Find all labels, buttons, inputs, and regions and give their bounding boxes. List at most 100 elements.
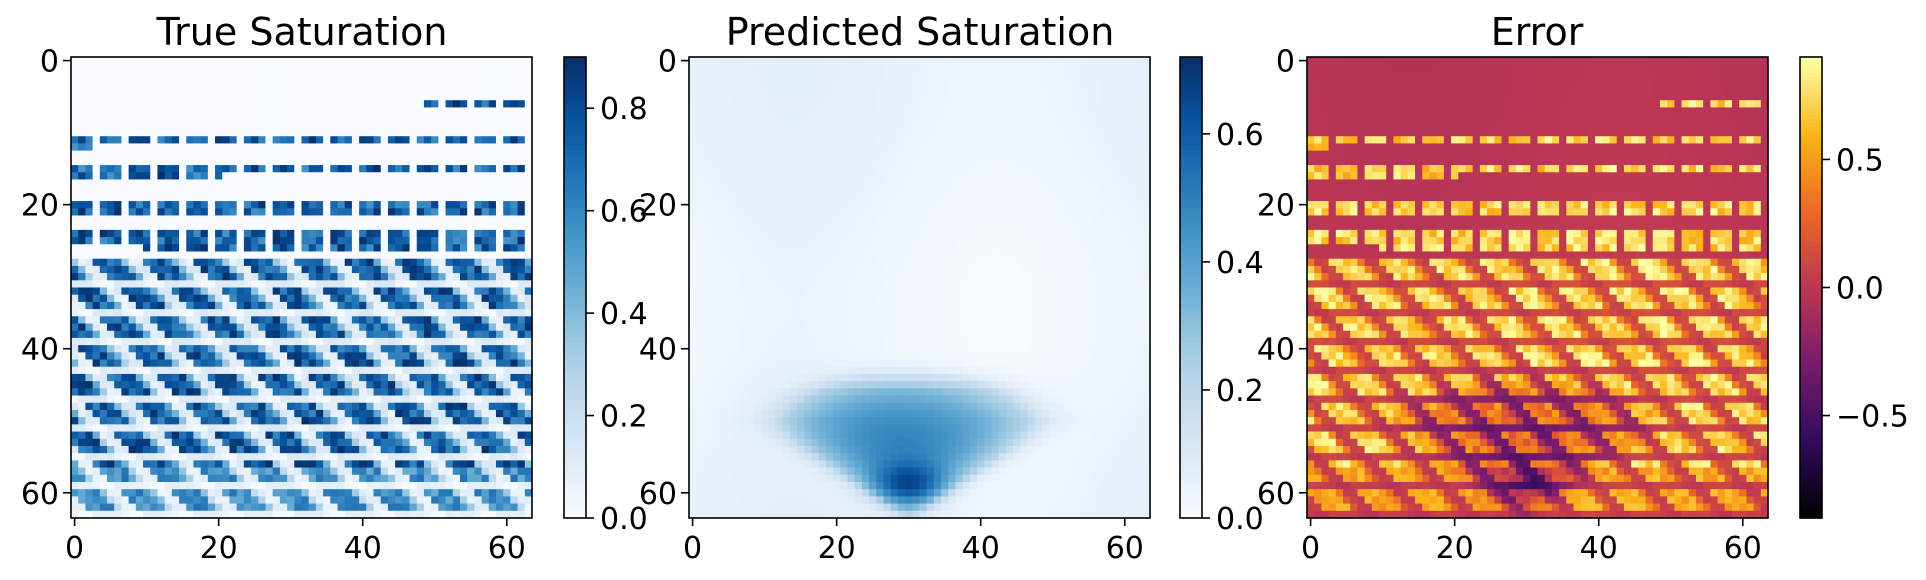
heatmap-cell [840, 129, 849, 137]
heatmap-cell [171, 273, 180, 281]
heatmap-cell [395, 172, 403, 181]
heatmap-cell [265, 172, 274, 181]
heatmap-cell [258, 265, 267, 274]
heatmap-cell [387, 474, 396, 483]
heatmap-cell [78, 467, 86, 476]
heatmap-cell [344, 409, 353, 418]
heatmap-cell [402, 265, 411, 274]
heatmap-cell [481, 280, 490, 289]
heatmap-cell [1041, 93, 1050, 101]
heatmap-cell [409, 453, 418, 461]
heatmap-cell [128, 157, 137, 166]
heatmap-cell [474, 294, 483, 303]
heatmap-cell [1005, 129, 1014, 137]
heatmap-cell [272, 136, 281, 145]
heatmap-cell [459, 129, 468, 137]
heatmap-cell [481, 460, 490, 469]
heatmap-cell [431, 258, 439, 267]
heatmap-cell [517, 467, 526, 476]
heatmap-cell [222, 143, 231, 152]
heatmap-cell [739, 71, 748, 80]
heatmap-cell [287, 330, 295, 339]
heatmap-cell [517, 373, 526, 382]
heatmap-cell [423, 474, 432, 483]
heatmap-cell [186, 287, 195, 296]
heatmap-cell [459, 453, 468, 461]
heatmap-cell [1070, 93, 1079, 101]
heatmap-cell [143, 366, 151, 375]
heatmap-cell [193, 107, 202, 116]
heatmap-cell [409, 78, 418, 87]
heatmap-cell [272, 503, 281, 512]
heatmap-cell [222, 121, 231, 130]
heatmap-cell [121, 150, 130, 159]
heatmap-cell [128, 57, 137, 65]
heatmap-cell [99, 316, 108, 325]
heatmap-cell [330, 489, 339, 497]
colorbar-segment [564, 348, 586, 354]
heatmap-cell [459, 265, 468, 274]
heatmap-cell [193, 273, 202, 281]
heatmap-cell [869, 85, 877, 94]
heatmap-cell [869, 93, 877, 101]
heatmap-cell [179, 301, 187, 310]
heatmap-cell [351, 143, 360, 152]
heatmap-cell [301, 258, 310, 267]
colorbar-segment [564, 172, 586, 177]
heatmap-cell [1027, 107, 1036, 116]
heatmap-cell [423, 208, 432, 217]
heatmap-cell [157, 460, 166, 469]
heatmap-cell [265, 424, 274, 433]
heatmap-cell [789, 78, 798, 87]
heatmap-cell [114, 395, 123, 404]
heatmap-cell [308, 323, 317, 332]
heatmap-cell [409, 172, 418, 181]
heatmap-cell [344, 222, 353, 231]
heatmap-cell [459, 179, 468, 188]
heatmap-cell [359, 438, 367, 447]
heatmap-cell [409, 165, 418, 173]
heatmap-cell [251, 287, 259, 296]
heatmap-cell [258, 273, 267, 281]
heatmap-cell [207, 186, 216, 195]
heatmap-cell [107, 381, 115, 389]
heatmap-cell [301, 330, 310, 339]
heatmap-cell [236, 193, 245, 202]
heatmap-cell [524, 510, 533, 519]
heatmap-cell [265, 114, 274, 123]
heatmap-cell [452, 172, 461, 181]
heatmap-cell [171, 352, 180, 361]
heatmap-cell [164, 78, 173, 87]
heatmap-cell [524, 244, 533, 253]
heatmap-cell [215, 453, 223, 461]
heatmap-cell [186, 237, 195, 245]
heatmap-cell [121, 114, 130, 123]
heatmap-cell [258, 496, 267, 505]
heatmap-cell [459, 503, 468, 512]
heatmap-cell [179, 222, 187, 231]
heatmap-cell [459, 208, 468, 217]
heatmap-cell [236, 64, 245, 72]
heatmap-cell [941, 114, 949, 123]
heatmap-cell [99, 453, 108, 461]
heatmap-cell [92, 474, 101, 483]
heatmap-cell [301, 352, 310, 361]
heatmap-cell [279, 431, 288, 440]
heatmap-cell [517, 165, 526, 173]
heatmap-cell [171, 330, 180, 339]
heatmap-cell [85, 193, 94, 202]
heatmap-cell [323, 352, 331, 361]
heatmap-cell [287, 373, 295, 382]
heatmap-cell [753, 100, 762, 109]
heatmap-cell [488, 186, 497, 195]
heatmap-cell [236, 208, 245, 217]
heatmap-cell [380, 157, 389, 166]
heatmap-cell [395, 215, 403, 224]
heatmap-cell [359, 208, 367, 217]
heatmap-cell [135, 100, 144, 109]
heatmap-cell [409, 193, 418, 202]
heatmap-cell [294, 496, 303, 505]
heatmap-cell [373, 366, 382, 375]
heatmap-cell [78, 402, 86, 411]
heatmap-cell [359, 273, 367, 281]
